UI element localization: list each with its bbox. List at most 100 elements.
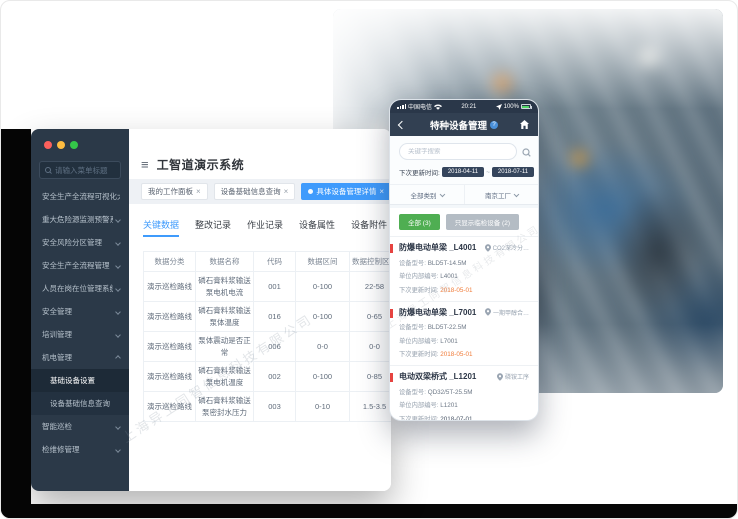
close-icon[interactable]: × — [196, 186, 201, 196]
mobile-app-screen: 上海异工同智信息科技有限公司 中国电信 20:21 100% 特种设备 — [389, 99, 539, 421]
page-title: 工智道演示系统 — [156, 157, 245, 172]
sidebar-menu: 安全生产全流程可视化大屏 重大危险源监测预警系统 安全风险分区管理 安全生产全流… — [31, 185, 129, 461]
equipment-card[interactable]: 防爆电动单梁 _L7001 一期甲醇合… 设备型号: BLD5T-22.5M 单… — [390, 300, 538, 365]
chevron-down-icon — [115, 308, 121, 315]
date-from-button[interactable]: 2018-04-11 — [441, 167, 485, 177]
battery-pct-label: 100% — [503, 103, 519, 110]
window-traffic-lights — [31, 129, 129, 149]
factory-dropdown[interactable]: 南京工厂 — [463, 185, 539, 204]
screen-title: 特种设备管理 — [429, 120, 487, 132]
chevron-down-icon — [115, 446, 121, 453]
sidebar-search-input[interactable] — [55, 165, 115, 175]
wifi-icon — [434, 103, 443, 110]
equipment-location: 磷铵工序 — [496, 372, 529, 381]
sidebar-submenu: 基础设备设置 设备基础信息查询 — [31, 369, 129, 415]
zoom-window-icon[interactable] — [70, 141, 78, 149]
sidebar: 安全生产全流程可视化大屏 重大危险源监测预警系统 安全风险分区管理 安全生产全流… — [31, 129, 129, 491]
sidebar-item-device-info-query[interactable]: 设备基础信息查询 — [50, 399, 110, 408]
sidebar-item-basic-device-setup[interactable]: 基础设备设置 — [31, 369, 129, 392]
chevron-down-icon — [115, 285, 121, 292]
tab-my-workpanel[interactable]: 我的工作面板 × — [141, 183, 208, 200]
equipment-card[interactable]: 防爆电动单梁 _L4001 CO2深冷分… 设备型号: BLD5T-14.5M … — [390, 236, 538, 301]
table-row[interactable]: 演示巡检路线 磷石膏料浆输送泵密封水压力 003 0-10 1.5-3.5 — [143, 391, 391, 422]
dropdown-filter-row: 全部类别 南京工厂 — [390, 184, 538, 205]
close-icon[interactable]: × — [379, 186, 385, 196]
chevron-down-icon — [513, 191, 519, 197]
chevron-down-icon — [115, 423, 121, 430]
location-pin-icon — [496, 372, 503, 381]
tab-device-info-query[interactable]: 设备基础信息查询 × — [213, 183, 296, 200]
minimize-window-icon[interactable] — [57, 141, 65, 149]
chevron-up-icon — [115, 354, 121, 361]
date-filter-row: 下次更新时间: 2018-04-11 ~ 2018-07-11 — [390, 164, 538, 184]
sidebar-item-personnel[interactable]: 人员在岗在位管理系统 — [31, 277, 129, 300]
sidebar-item-visual-screen[interactable]: 安全生产全流程可视化大屏 — [42, 192, 120, 201]
back-icon[interactable] — [397, 120, 407, 129]
keyword-search-field[interactable] — [399, 143, 517, 160]
date-to-button[interactable]: 2018-07-11 — [491, 167, 535, 177]
signal-icon — [397, 104, 406, 109]
internal-code-value: L7001 — [440, 337, 458, 345]
carrier-label: 中国电信 — [408, 105, 433, 111]
equipment-location: CO2深冷分… — [484, 243, 529, 252]
keyword-search-input[interactable] — [408, 148, 508, 155]
sidebar-item-safety-mgmt[interactable]: 安全管理 — [31, 300, 129, 323]
key-data-table: 数据分类 数据名称 代码 数据区间 数据控制区间 演示巡检路线 磷石膏料浆输送泵… — [143, 251, 391, 422]
help-badge-icon: ? — [490, 120, 498, 129]
chevron-down-icon — [115, 331, 121, 338]
table-header-row: 数据分类 数据名称 代码 数据区间 数据控制区间 — [143, 251, 391, 272]
sidebar-item-mechanical[interactable]: 机电管理 — [31, 346, 129, 369]
sidebar-item-risk-zone[interactable]: 安全风险分区管理 — [31, 231, 129, 254]
equipment-card[interactable]: 电动双梁桥式 _L1201 磷铵工序 设备型号: QD32/5T-25.5M 单… — [390, 365, 538, 420]
tab-device-files[interactable]: 设备附件 — [351, 220, 388, 230]
category-dropdown[interactable]: 全部类别 — [390, 185, 464, 204]
battery-icon — [520, 104, 532, 109]
tab-work-records[interactable]: 作业记录 — [247, 220, 284, 230]
home-icon[interactable] — [520, 120, 529, 129]
phone-search-row — [390, 136, 538, 164]
content-header: ≡ 工智道演示系统 — [129, 153, 391, 175]
sidebar-item-smart-inspection[interactable]: 智能巡检 — [31, 415, 129, 438]
filter-due-only-button[interactable]: 只显示临检设备 (2) — [445, 214, 519, 230]
tab-rectify-records[interactable]: 整改记录 — [195, 220, 232, 230]
next-update-date: 2018-05-01 — [440, 286, 473, 294]
card-accent-bar — [390, 308, 393, 318]
phone-nav-bar: 特种设备管理 ? — [390, 113, 538, 136]
content-body: 关键数据 整改记录 作业记录 设备属性 设备附件 特种设备附件 数据分类 数据名… — [129, 204, 391, 491]
model-value: BLD5T-14.5M — [427, 259, 467, 267]
chevron-down-icon — [439, 191, 445, 197]
chevron-down-icon — [115, 262, 121, 269]
table-row[interactable]: 演示巡检路线 磷石膏料浆输送泵体温度 016 0-100 0-65 — [143, 301, 391, 332]
location-pin-icon — [484, 243, 491, 252]
table-row[interactable]: 演示巡检路线 磷石膏料浆输送泵电机电流 001 0-100 22-58 — [143, 271, 391, 302]
sidebar-search[interactable] — [39, 161, 121, 179]
equipment-title: 防爆电动单梁 _L4001 — [399, 243, 477, 252]
table-row[interactable]: 演示巡检路线 磷石膏料浆输送泵电机温度 002 0-100 0-85 — [143, 361, 391, 392]
tab-key-data[interactable]: 关键数据 — [143, 218, 180, 237]
close-window-icon[interactable] — [44, 141, 52, 149]
card-accent-bar — [390, 244, 393, 253]
model-value: BLD5T-22.5M — [427, 324, 467, 331]
equipment-title: 防爆电动单梁 _L7001 — [399, 307, 477, 317]
equipment-location: 一期甲醇合… — [484, 308, 529, 317]
filter-all-button[interactable]: 全部 (3) — [399, 214, 440, 230]
main-content: 上海异工同智信息科技有限公司 ≡ 工智道演示系统 我的工作面板 × 设备基础信息… — [119, 129, 391, 491]
search-icon[interactable] — [522, 147, 530, 156]
internal-code-value: L4001 — [440, 273, 458, 280]
sidebar-item-maintenance[interactable]: 检维修管理 — [31, 438, 129, 461]
tab-device-detail[interactable]: 具体设备管理详情 × — [301, 183, 391, 200]
close-icon[interactable]: × — [283, 186, 289, 196]
sidebar-item-safety-process[interactable]: 安全生产全流程管理 — [31, 254, 129, 277]
card-accent-bar — [390, 373, 393, 382]
sidebar-item-hazard-warning[interactable]: 重大危险源监测预警系统 — [31, 208, 129, 231]
sidebar-item-training[interactable]: 培训管理 — [31, 323, 129, 346]
location-arrow-icon — [495, 103, 502, 110]
open-tabs-bar: 我的工作面板 × 设备基础信息查询 × 具体设备管理详情 × — [129, 179, 391, 204]
table-row[interactable]: 演示巡检路线 泵体震动是否正常 006 0-0 0-0 — [143, 331, 391, 362]
tab-device-attrs[interactable]: 设备属性 — [299, 220, 336, 230]
clock-label: 20:21 — [461, 103, 477, 110]
next-update-date: 2018-05-01 — [440, 351, 473, 358]
chevron-down-icon — [115, 239, 121, 246]
hamburger-icon[interactable]: ≡ — [141, 156, 149, 172]
